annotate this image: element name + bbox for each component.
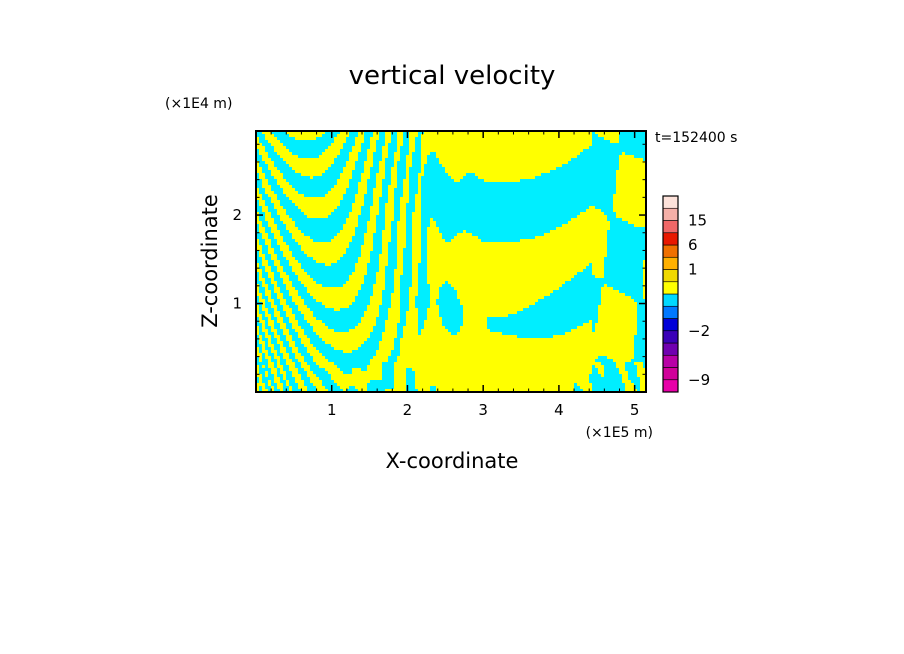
colorbar-segment xyxy=(662,207,679,221)
colorbar-segment xyxy=(662,318,679,332)
colorbar-segment xyxy=(662,256,679,270)
colorbar-segment xyxy=(662,379,679,393)
colorbar-label: 1 xyxy=(688,261,698,279)
y-axis: 12 xyxy=(232,143,646,375)
colorbar-frame xyxy=(662,195,679,393)
y-axis-title: Z-coordinate xyxy=(198,194,222,328)
x-axis-unit: (×1E5 m) xyxy=(586,425,653,441)
colorbar: 15 6 1 −2 −9 xyxy=(662,195,710,393)
colorbar-label: −2 xyxy=(688,322,710,340)
colorbar-segment xyxy=(662,305,679,319)
colorbar-segment xyxy=(662,269,679,283)
y-tick-label: 1 xyxy=(232,295,242,313)
x-axis: 1 2 3 4 5 xyxy=(270,131,640,419)
colorbar-segment xyxy=(662,232,679,246)
x-tick-label: 1 xyxy=(327,401,337,419)
colorbar-segment xyxy=(662,195,679,209)
x-tick-label: 3 xyxy=(478,401,488,419)
colorbar-label: 15 xyxy=(688,212,707,230)
colorbar-segment xyxy=(662,354,679,368)
colorbar-segment xyxy=(662,220,679,234)
x-tick-label: 2 xyxy=(403,401,413,419)
chart-title: vertical velocity xyxy=(349,61,556,91)
colorbar-segment xyxy=(662,281,679,295)
colorbar-label: −9 xyxy=(688,371,710,389)
x-tick-label: 4 xyxy=(554,401,564,419)
x-tick-label: 5 xyxy=(630,401,640,419)
y-axis-unit: (×1E4 m) xyxy=(165,96,232,112)
colorbar-segment xyxy=(662,293,679,307)
colorbar-segment xyxy=(662,367,679,381)
time-label: t=152400 s xyxy=(655,130,737,146)
colorbar-segment xyxy=(662,342,679,356)
y-tick-label: 2 xyxy=(232,206,242,224)
colorbar-label: 6 xyxy=(688,236,698,254)
colorbar-segment xyxy=(662,244,679,258)
velocity-field xyxy=(256,131,646,392)
plot-frame xyxy=(255,130,647,393)
x-axis-title: X-coordinate xyxy=(386,449,519,473)
colorbar-segment xyxy=(662,330,679,344)
positive-region xyxy=(256,131,646,392)
